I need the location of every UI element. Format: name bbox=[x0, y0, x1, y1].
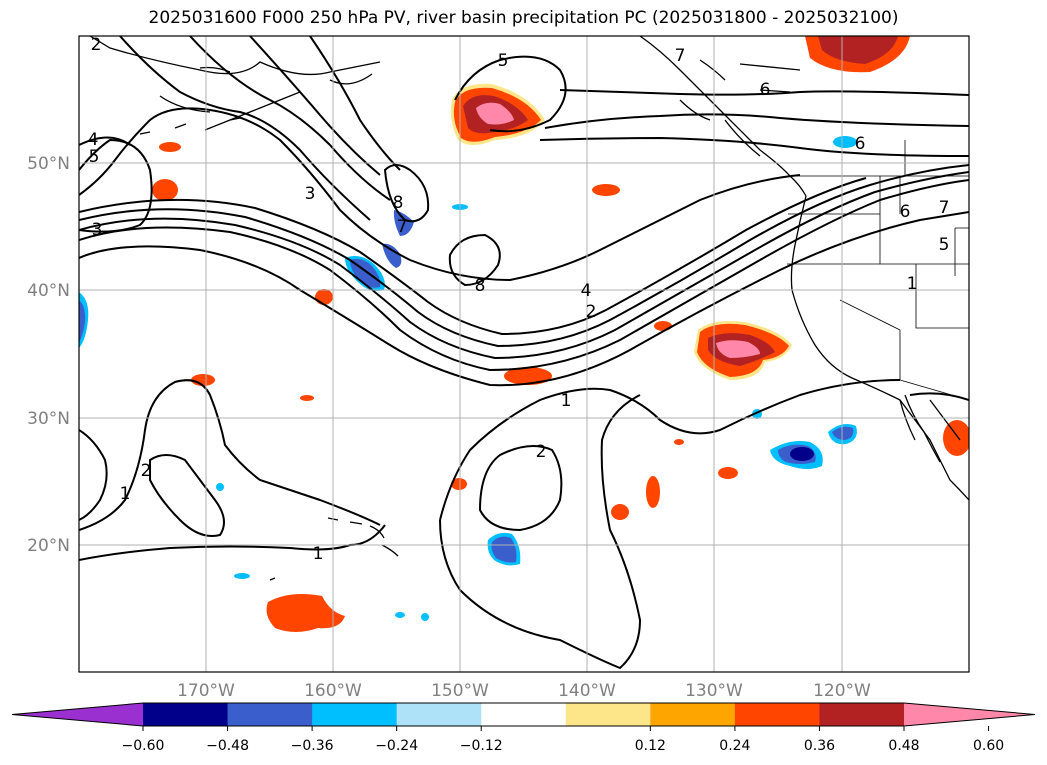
longitude-labels: 170°W 160°W 150°W 140°W 130°W 120°W bbox=[177, 681, 871, 701]
colorbar-segment bbox=[819, 703, 905, 726]
contour-label: 8 bbox=[475, 276, 486, 296]
contour-label: 4 bbox=[88, 130, 99, 150]
contour-label: 6 bbox=[855, 134, 866, 154]
contour-label: 1 bbox=[120, 484, 131, 504]
lon-label: 170°W bbox=[177, 681, 235, 701]
contour-label: 7 bbox=[939, 198, 950, 218]
colorbar-segment bbox=[396, 703, 482, 726]
contour-label: 6 bbox=[760, 80, 771, 100]
colorbar-tick-label: 0.60 bbox=[973, 738, 1004, 754]
lat-label: 30°N bbox=[27, 409, 70, 429]
contour-label: 4 bbox=[581, 281, 592, 301]
lon-label: 150°W bbox=[431, 681, 489, 701]
contour-label: 7 bbox=[397, 217, 408, 237]
latitude-labels: 50°N 40°N 30°N 20°N bbox=[27, 154, 70, 556]
map-title: 2025031600 F000 250 hPa PV, river basin … bbox=[148, 8, 899, 28]
contour-label: 5 bbox=[498, 51, 509, 71]
colorbar-segment bbox=[481, 703, 567, 726]
colorbar-segment bbox=[143, 703, 229, 726]
colorbar-segment bbox=[734, 703, 820, 726]
lon-label: 160°W bbox=[304, 681, 362, 701]
map-frame-border bbox=[78, 35, 970, 673]
contour-label: 7 bbox=[675, 46, 686, 66]
contour-label: 2 bbox=[91, 35, 102, 55]
colorbar-tick-label: −0.48 bbox=[206, 738, 249, 754]
colorbar-tick-label: −0.36 bbox=[291, 738, 334, 754]
contour-label: 1 bbox=[313, 544, 324, 564]
colorbar-tick-label: 0.24 bbox=[719, 738, 750, 754]
colorbar-segment bbox=[565, 703, 651, 726]
lat-label: 50°N bbox=[27, 154, 70, 174]
colorbar-extend-high bbox=[904, 703, 1035, 726]
contour-label: 1 bbox=[561, 391, 572, 411]
contour-label: 5 bbox=[939, 235, 950, 255]
contour-label: 6 bbox=[900, 202, 911, 222]
colorbar-segment bbox=[650, 703, 736, 726]
lat-label: 20°N bbox=[27, 536, 70, 556]
colorbar-tick-label: 0.36 bbox=[804, 738, 835, 754]
colorbar-extend-low bbox=[12, 703, 143, 726]
contour-label: 3 bbox=[305, 184, 316, 204]
colorbar: −0.60 −0.48 −0.36 −0.24 −0.12 0.12 0.24 0.36 0.4… bbox=[11, 702, 1036, 754]
pv-contours bbox=[79, 36, 969, 670]
contour-label: 2 bbox=[141, 461, 152, 481]
lat-label: 40°N bbox=[27, 281, 70, 301]
colorbar-segment bbox=[312, 703, 398, 726]
colorbar-tick-label: −0.24 bbox=[375, 738, 418, 754]
colorbar-tick-label: −0.12 bbox=[460, 738, 503, 754]
contour-label: 2 bbox=[536, 442, 547, 462]
gridlines bbox=[79, 36, 969, 672]
colorbar-tick-label: −0.60 bbox=[122, 738, 165, 754]
contour-label: 5 bbox=[89, 147, 100, 167]
map-frame-background bbox=[79, 36, 969, 672]
contour-label: 1 bbox=[907, 274, 918, 294]
precip-shading bbox=[79, 36, 969, 632]
lon-label: 120°W bbox=[813, 681, 871, 701]
colorbar-tick-label: 0.48 bbox=[888, 738, 919, 754]
lon-label: 140°W bbox=[558, 681, 616, 701]
contour-label: 3 bbox=[92, 220, 103, 240]
colorbar-segment bbox=[227, 703, 313, 726]
contour-label: 2 bbox=[586, 302, 597, 322]
contour-label: 8 bbox=[393, 193, 404, 213]
lon-label: 130°W bbox=[685, 681, 743, 701]
colorbar-tick-label: 0.12 bbox=[635, 738, 666, 754]
